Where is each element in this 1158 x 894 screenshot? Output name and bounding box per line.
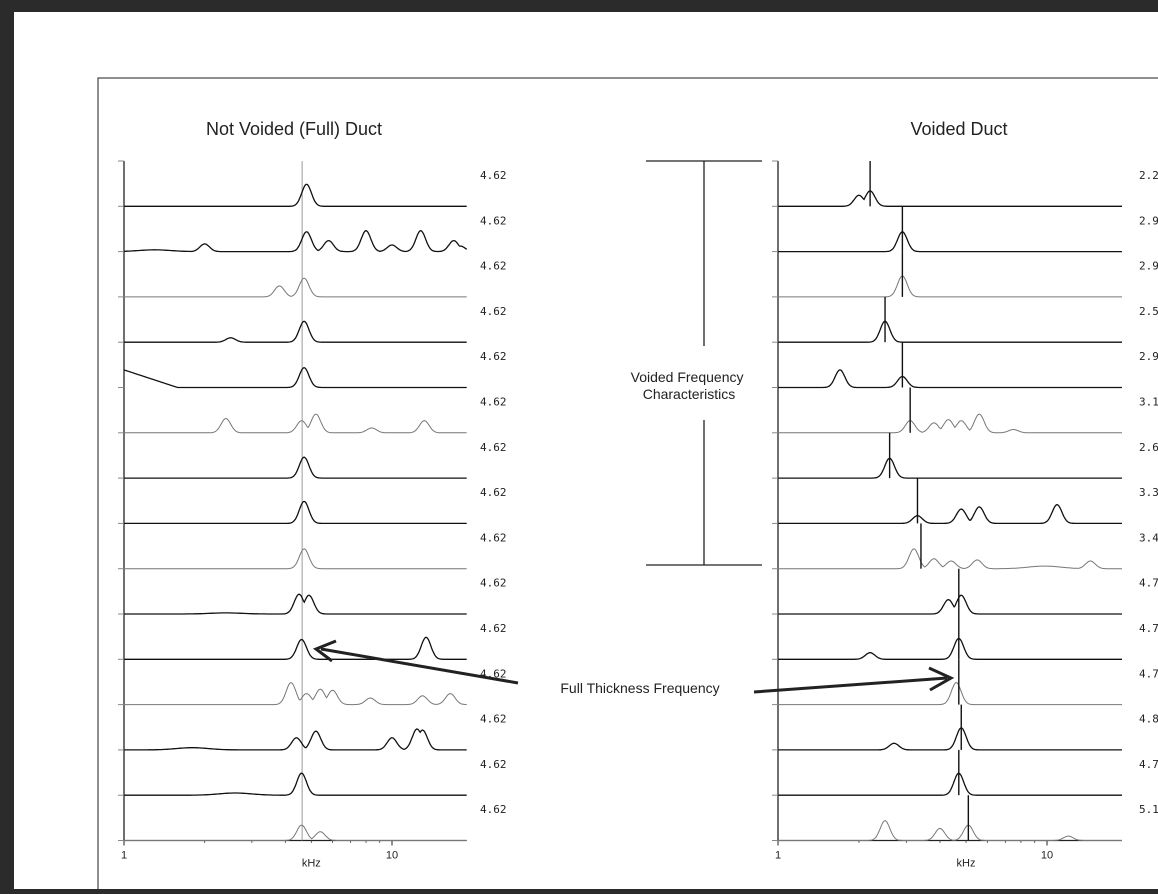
- right-series-trace-4: [778, 369, 1122, 389]
- right-series-value-label-4: 2.9: [1139, 350, 1158, 363]
- right-series-trace-13: [778, 772, 1122, 796]
- left-series-value-label-5: 4.62: [480, 396, 507, 409]
- left-series-trace-2: [124, 277, 467, 298]
- voided-bracket: [646, 160, 762, 566]
- left-series-trace-0: [124, 183, 467, 207]
- full-thickness-label: Full Thickness Frequency: [560, 680, 719, 696]
- right-series-trace-14: [778, 820, 1122, 841]
- right-series-trace-0: [778, 190, 1122, 207]
- left-panel-title: Not Voided (Full) Duct: [206, 119, 382, 139]
- right-series-value-label-3: 2.5: [1139, 305, 1158, 318]
- left-x-tick-label-0: 1: [121, 850, 127, 862]
- right-series-value-label-9: 4.7: [1139, 577, 1158, 590]
- left-x-axis-label: kHz: [302, 858, 321, 870]
- right-series-value-label-5: 3.1: [1139, 396, 1158, 409]
- right-panel: 1 10 kHz 2.2 2.9 2.9 2.5 2.9 3.1 2.6 3.3 3.4 4.7 4.7 4…: [772, 160, 1158, 870]
- right-series-value-label-8: 3.4: [1139, 531, 1158, 544]
- right-series-value-label-7: 3.3: [1139, 486, 1158, 499]
- right-series-trace-5: [778, 413, 1122, 434]
- left-series-trace-7: [124, 500, 467, 525]
- right-series-value-label-6: 2.6: [1139, 441, 1158, 454]
- left-series-trace-13: [124, 772, 467, 796]
- left-series-value-label-1: 4.62: [480, 214, 507, 227]
- voided-frequency-label: Voided Frequency Characteristics: [631, 369, 748, 402]
- right-series-trace-3: [778, 320, 1122, 343]
- left-x-tick-label-1: 10: [386, 850, 398, 862]
- left-series-value-label-4: 4.62: [480, 350, 507, 363]
- left-series-value-label-9: 4.62: [480, 577, 507, 590]
- left-series-trace-11: [124, 682, 467, 706]
- right-series-trace-6: [778, 457, 1122, 479]
- right-x-tick-label-1: 10: [1041, 850, 1053, 862]
- right-series-trace-2: [778, 275, 1122, 298]
- right-series-trace-12: [778, 727, 1122, 751]
- right-x-axis-label: kHz: [957, 858, 976, 870]
- left-series-value-label-14: 4.62: [480, 803, 507, 816]
- left-series-trace-9: [124, 593, 467, 615]
- left-series-trace-5: [124, 413, 467, 434]
- figure-frame: [97, 77, 1158, 894]
- right-series-value-label-2: 2.9: [1139, 260, 1158, 273]
- right-series-trace-9: [778, 594, 1122, 615]
- left-series-trace-10: [124, 636, 467, 660]
- right-panel-title: Voided Duct: [910, 119, 1007, 139]
- left-series-trace-14: [124, 824, 467, 841]
- right-series-trace-10: [778, 637, 1122, 660]
- left-series-value-label-3: 4.62: [480, 305, 507, 318]
- left-series-value-label-13: 4.62: [480, 758, 507, 771]
- right-series-trace-7: [778, 504, 1122, 525]
- left-series-value-label-6: 4.62: [480, 441, 507, 454]
- left-series-value-label-2: 4.62: [480, 260, 507, 273]
- right-series-value-label-11: 4.7: [1139, 667, 1158, 680]
- left-series-trace-12: [124, 728, 467, 751]
- left-series-trace-6: [124, 456, 467, 479]
- left-panel: 1 10 kHz 4.62 4.62 4.62 4.62 4.62 4.62 4.62 4.62 4.…: [118, 160, 507, 870]
- right-x-tick-label-0: 1: [775, 850, 781, 862]
- right-series-trace-8: [778, 548, 1122, 570]
- left-series-value-label-0: 4.62: [480, 169, 507, 182]
- right-series-value-label-12: 4.8: [1139, 713, 1158, 726]
- figure-svg: Not Voided (Full) Duct Voided Duct 1 10 kH…: [97, 77, 1158, 894]
- left-series-value-label-8: 4.62: [480, 531, 507, 544]
- right-series-trace-11: [778, 682, 1122, 706]
- left-series-value-label-7: 4.62: [480, 486, 507, 499]
- left-series-trace-3: [124, 320, 467, 343]
- right-series-value-label-0: 2.2: [1139, 169, 1158, 182]
- left-series-trace-4: [123, 367, 467, 389]
- left-series-trace-1: [124, 230, 468, 253]
- left-series-trace-8: [124, 548, 467, 570]
- figure-page: Not Voided (Full) Duct Voided Duct 1 10 kH…: [14, 12, 1158, 894]
- right-series-value-label-13: 4.7: [1139, 758, 1158, 771]
- left-series-value-label-10: 4.62: [480, 622, 507, 635]
- right-series-value-label-10: 4.7: [1139, 622, 1158, 635]
- left-series-value-label-12: 4.62: [480, 713, 507, 726]
- full-thickness-arrow-left: [312, 639, 519, 685]
- full-thickness-arrow-right: [753, 666, 955, 694]
- right-series-trace-1: [778, 231, 1122, 253]
- right-series-value-label-1: 2.9: [1139, 214, 1158, 227]
- right-series-value-label-14: 5.1: [1139, 803, 1158, 816]
